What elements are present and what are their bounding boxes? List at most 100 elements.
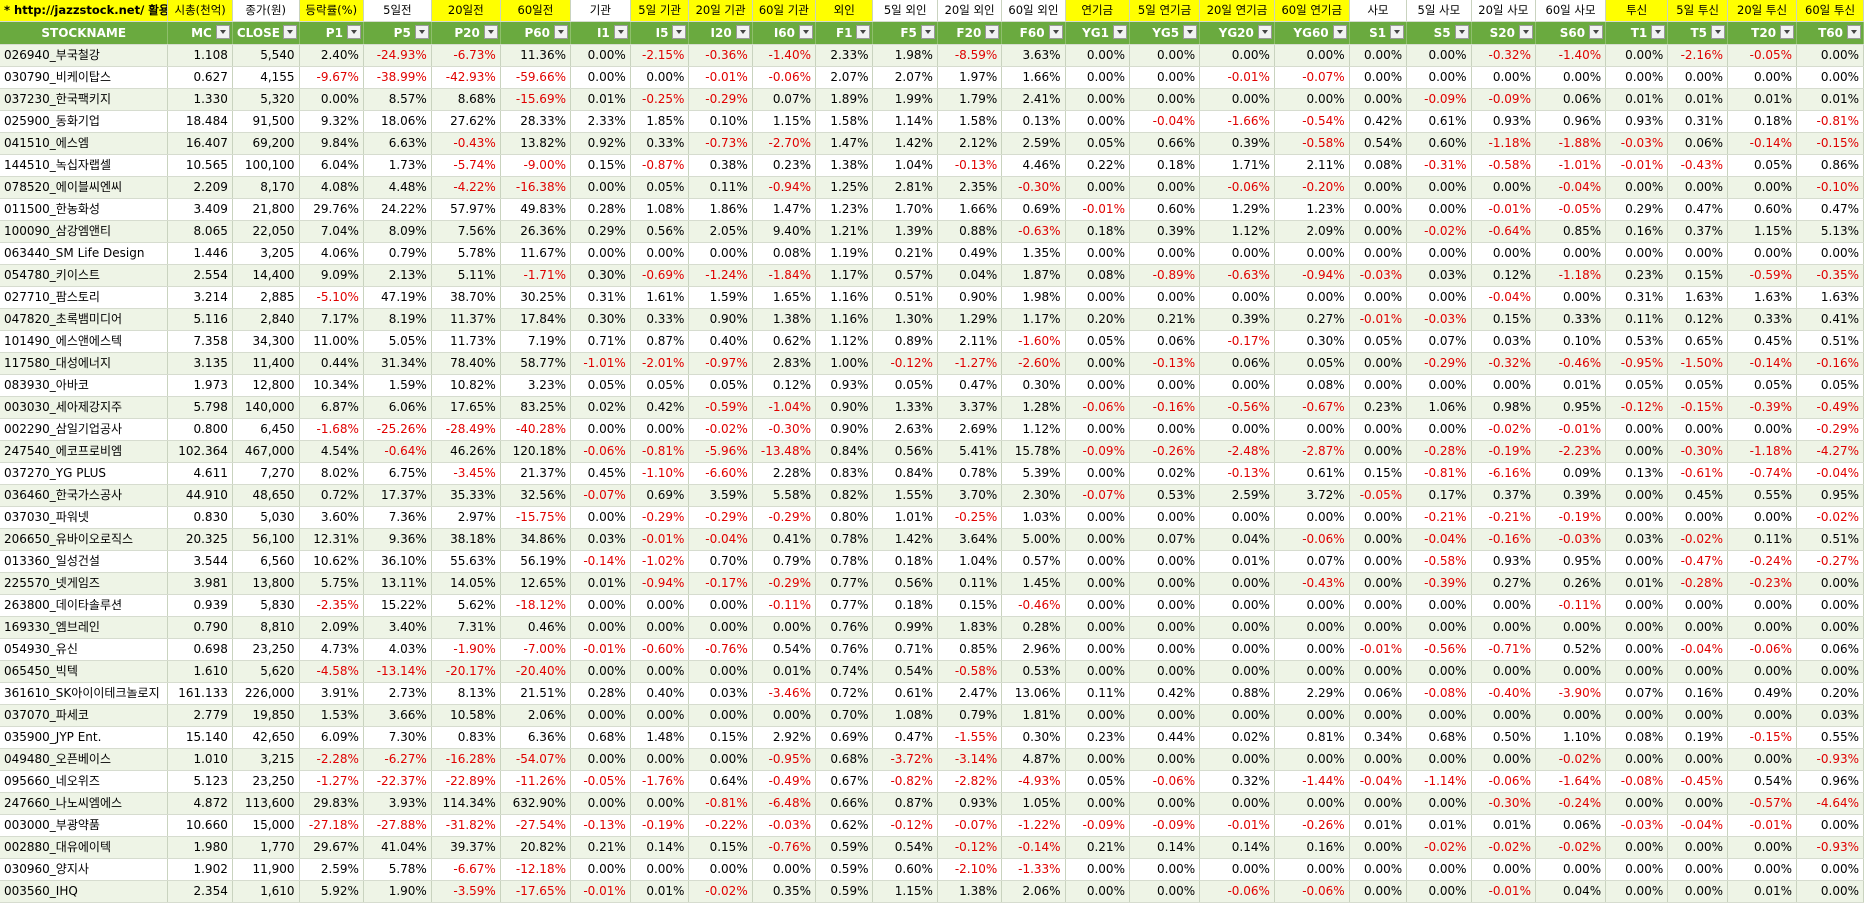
table-cell: 5.116 bbox=[167, 308, 233, 331]
filter-dropdown-icon[interactable] bbox=[282, 25, 297, 39]
table-cell: -0.25% bbox=[937, 506, 1003, 529]
filter-dropdown-icon[interactable] bbox=[735, 25, 750, 39]
table-cell: 5.78% bbox=[363, 858, 432, 881]
table-cell: -2.48% bbox=[1199, 440, 1275, 463]
table-cell: 0.00% bbox=[630, 748, 690, 771]
table-cell: 0.00% bbox=[1199, 44, 1275, 67]
filter-dropdown-icon[interactable] bbox=[985, 25, 1000, 39]
table-cell: 1.63% bbox=[1667, 286, 1729, 309]
table-cell: -1.18% bbox=[1535, 264, 1607, 287]
table-cell: 0.00% bbox=[1605, 792, 1669, 815]
table-cell: 0.95% bbox=[1796, 484, 1864, 507]
filter-dropdown-icon[interactable] bbox=[553, 25, 568, 39]
table-cell: 2.69% bbox=[937, 418, 1003, 441]
table-cell: 0.00% bbox=[1667, 616, 1729, 639]
filter-dropdown-icon[interactable] bbox=[1711, 25, 1726, 39]
table-cell: 0.00% bbox=[1796, 880, 1864, 903]
filter-dropdown-icon[interactable] bbox=[483, 25, 498, 39]
table-cell: -2.01% bbox=[630, 352, 690, 375]
table-cell: 0.00% bbox=[570, 704, 631, 727]
table-cell: 1.04% bbox=[872, 154, 938, 177]
filter-dropdown-icon[interactable] bbox=[1518, 25, 1533, 39]
table-cell: 0.00% bbox=[1406, 418, 1472, 441]
table-cell: 0.00% bbox=[1667, 66, 1729, 89]
table-cell: 0.00% bbox=[1727, 176, 1798, 199]
table-cell: 0.00% bbox=[1274, 418, 1350, 441]
table-cell: 0.00% bbox=[1349, 44, 1408, 67]
table-cell: 1.59% bbox=[688, 286, 753, 309]
table-cell: 56,100 bbox=[232, 528, 300, 551]
table-cell: -7.00% bbox=[500, 638, 571, 661]
filter-dropdown-icon[interactable] bbox=[1048, 25, 1063, 39]
table-cell: 2.07% bbox=[872, 66, 938, 89]
filter-dropdown-icon[interactable] bbox=[1183, 25, 1198, 39]
table-cell: -0.69% bbox=[630, 264, 690, 287]
table-cell: -0.06% bbox=[570, 440, 631, 463]
filter-dropdown-icon[interactable] bbox=[672, 25, 687, 39]
table-cell: -0.63% bbox=[1199, 264, 1275, 287]
table-cell: 0.28% bbox=[570, 198, 631, 221]
table-cell: -0.47% bbox=[1667, 550, 1729, 573]
table-cell: 58.77% bbox=[500, 352, 571, 375]
column-header-label: P5 bbox=[393, 25, 411, 40]
table-cell: 140,000 bbox=[232, 396, 300, 419]
table-cell: 1.16% bbox=[815, 286, 874, 309]
filter-dropdown-icon[interactable] bbox=[346, 25, 361, 39]
filter-dropdown-icon[interactable] bbox=[414, 25, 429, 39]
table-cell: -3.14% bbox=[937, 748, 1003, 771]
table-cell: 1.85% bbox=[630, 110, 690, 133]
table-cell: 0.00% bbox=[1065, 462, 1130, 485]
table-cell: 0.00% bbox=[1605, 418, 1669, 441]
filter-dropdown-icon[interactable] bbox=[1112, 25, 1127, 39]
table-cell: -0.05% bbox=[1349, 484, 1408, 507]
title-link[interactable]: * http://jazzstock.net/ 활용 bbox=[0, 0, 169, 22]
stock-name-cell: 225570_넷게임즈 bbox=[0, 572, 169, 595]
table-cell: -0.02% bbox=[1406, 836, 1472, 859]
filter-dropdown-icon[interactable] bbox=[613, 25, 628, 39]
group-header-cell: 5일 사모 bbox=[1406, 0, 1472, 22]
table-cell: 0.41% bbox=[1796, 308, 1864, 331]
table-cell: 29.83% bbox=[299, 792, 364, 815]
table-cell: -0.30% bbox=[1471, 792, 1536, 815]
filter-dropdown-icon[interactable] bbox=[856, 25, 871, 39]
table-cell: 0.00% bbox=[1471, 616, 1536, 639]
filter-dropdown-icon[interactable] bbox=[1454, 25, 1469, 39]
table-cell: -1.84% bbox=[752, 264, 816, 287]
table-cell: -0.17% bbox=[688, 572, 753, 595]
table-cell: 1.39% bbox=[872, 220, 938, 243]
table-cell: 1.17% bbox=[1001, 308, 1066, 331]
table-cell: 0.00% bbox=[1605, 242, 1669, 265]
table-cell: 0.830 bbox=[167, 506, 233, 529]
filter-dropdown-icon[interactable] bbox=[215, 25, 230, 39]
table-cell: 0.23% bbox=[1349, 396, 1408, 419]
filter-dropdown-icon[interactable] bbox=[1332, 25, 1347, 39]
table-cell: -13.14% bbox=[363, 660, 432, 683]
table-cell: -0.13% bbox=[1129, 352, 1201, 375]
table-cell: -0.43% bbox=[431, 132, 501, 155]
table-cell: 0.00% bbox=[1796, 616, 1864, 639]
group-header-cell: 외인 bbox=[815, 0, 874, 22]
table-cell: 21.51% bbox=[500, 682, 571, 705]
table-cell: 0.51% bbox=[1796, 528, 1864, 551]
table-cell: 0.00% bbox=[1274, 858, 1350, 881]
table-cell: 3.64% bbox=[937, 528, 1003, 551]
filter-dropdown-icon[interactable] bbox=[798, 25, 813, 39]
filter-dropdown-icon[interactable] bbox=[1780, 25, 1795, 39]
table-cell: 2.07% bbox=[815, 66, 874, 89]
filter-dropdown-icon[interactable] bbox=[1390, 25, 1405, 39]
table-cell: 26.36% bbox=[500, 220, 571, 243]
table-cell: -1.04% bbox=[752, 396, 816, 419]
table-cell: 0.00% bbox=[688, 748, 753, 771]
table-cell: 0.00% bbox=[1349, 220, 1408, 243]
table-cell: 3,205 bbox=[232, 242, 300, 265]
filter-dropdown-icon[interactable] bbox=[920, 25, 935, 39]
table-cell: -0.58% bbox=[1274, 132, 1350, 155]
table-cell: -0.01% bbox=[1199, 66, 1275, 89]
filter-dropdown-icon[interactable] bbox=[1257, 25, 1272, 39]
filter-dropdown-icon[interactable] bbox=[1589, 25, 1604, 39]
filter-dropdown-icon[interactable] bbox=[1651, 25, 1666, 39]
table-cell: -0.87% bbox=[630, 154, 690, 177]
table-cell: 0.00% bbox=[1727, 66, 1798, 89]
filter-dropdown-icon[interactable] bbox=[1847, 25, 1861, 39]
table-cell: 0.81% bbox=[1274, 726, 1350, 749]
